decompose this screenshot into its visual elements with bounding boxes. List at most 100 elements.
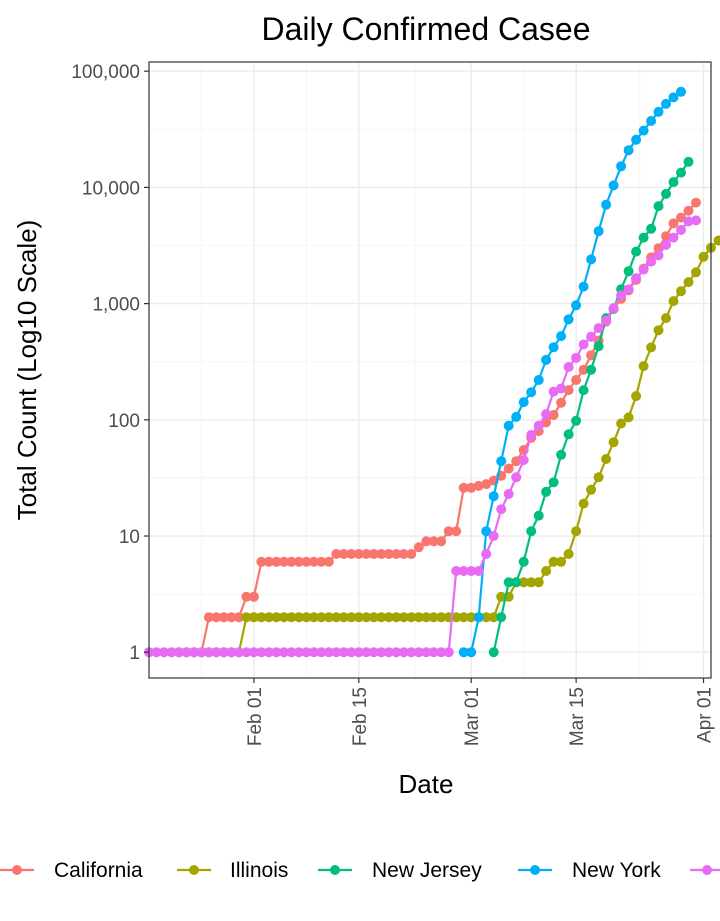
data-point — [548, 410, 559, 420]
data-point — [593, 472, 604, 483]
data-point — [541, 354, 552, 365]
legend: California Illinois New Jersey New York Wash… — [0, 859, 720, 882]
data-point — [203, 647, 214, 658]
data-point — [451, 612, 462, 623]
data-point — [541, 566, 552, 576]
data-point — [301, 556, 312, 567]
data-point — [263, 556, 274, 567]
data-point — [376, 549, 387, 559]
data-point — [593, 323, 604, 334]
data-point — [601, 315, 612, 326]
data-point — [563, 385, 574, 396]
data-point — [189, 647, 199, 658]
data-point — [556, 383, 567, 394]
legend-label: Illinois — [230, 859, 288, 882]
legend-item-washington: Washington — [690, 865, 720, 875]
data-point — [571, 415, 582, 426]
data-point — [233, 612, 244, 623]
data-point — [466, 566, 477, 576]
data-point — [488, 647, 499, 658]
data-point — [413, 542, 424, 553]
data-point — [638, 125, 649, 136]
y-tick-label: 1 — [129, 643, 140, 664]
data-point — [458, 566, 469, 576]
data-point — [353, 612, 364, 623]
legend-label: New Jersey — [372, 859, 482, 882]
series-line-washington — [149, 219, 697, 654]
legend-item-new-jersey: New Jersey — [318, 859, 482, 882]
y-tick-label: 1,000 — [92, 295, 140, 316]
legend-label: New York — [572, 859, 661, 882]
data-point — [586, 254, 597, 265]
data-point — [578, 281, 589, 292]
data-point — [586, 484, 597, 495]
data-point — [368, 612, 379, 623]
data-point — [496, 612, 507, 623]
data-point — [271, 612, 282, 623]
data-point — [526, 430, 537, 440]
data-point — [263, 647, 274, 658]
data-point — [661, 98, 671, 109]
data-point — [256, 612, 267, 623]
data-point — [593, 341, 604, 352]
data-point — [653, 325, 664, 336]
data-point — [443, 647, 454, 658]
data-point — [616, 161, 627, 172]
data-point — [421, 536, 432, 547]
data-point — [181, 647, 192, 658]
data-point — [241, 647, 252, 658]
data-point — [608, 303, 619, 314]
data-point — [638, 361, 649, 372]
legend-key-point — [702, 865, 712, 875]
data-point — [593, 226, 604, 237]
data-point — [458, 647, 469, 658]
y-tick-label: 10,000 — [82, 178, 140, 199]
data-point — [616, 418, 627, 429]
data-point — [218, 612, 229, 623]
data-point — [308, 556, 319, 567]
data-point — [451, 526, 462, 537]
data-point — [668, 218, 679, 229]
data-point — [653, 201, 664, 212]
data-point — [518, 556, 529, 567]
data-point — [421, 612, 432, 623]
data-point — [578, 385, 589, 396]
data-point — [428, 647, 439, 658]
data-point — [481, 526, 492, 537]
data-point — [391, 647, 402, 658]
data-point — [368, 549, 379, 559]
data-point — [398, 549, 409, 559]
data-point — [473, 612, 484, 623]
data-point — [338, 647, 349, 658]
data-point — [563, 314, 574, 325]
data-point — [533, 420, 544, 431]
data-point — [316, 556, 327, 567]
data-point — [346, 647, 357, 658]
data-point — [503, 463, 514, 474]
data-point — [496, 504, 507, 515]
data-point — [541, 409, 552, 420]
data-point — [481, 549, 492, 559]
data-point — [316, 612, 327, 623]
data-point — [481, 612, 492, 623]
data-point — [271, 556, 282, 567]
data-point — [646, 342, 657, 353]
data-point — [458, 482, 469, 493]
data-point — [293, 612, 304, 623]
data-point — [586, 350, 597, 361]
data-point — [683, 156, 694, 167]
data-point — [398, 612, 409, 623]
data-point — [578, 339, 589, 350]
legend-label: California — [54, 859, 143, 882]
y-axis-title: Total Count (Log10 Scale) — [12, 220, 42, 521]
data-point — [698, 251, 709, 262]
data-point — [286, 612, 297, 623]
data-point — [676, 286, 686, 297]
data-point — [661, 188, 671, 199]
data-point — [256, 556, 267, 567]
data-point — [361, 549, 372, 559]
legend-key-point — [530, 865, 540, 875]
data-point — [526, 387, 537, 398]
data-point — [601, 454, 612, 464]
data-point — [174, 647, 184, 658]
